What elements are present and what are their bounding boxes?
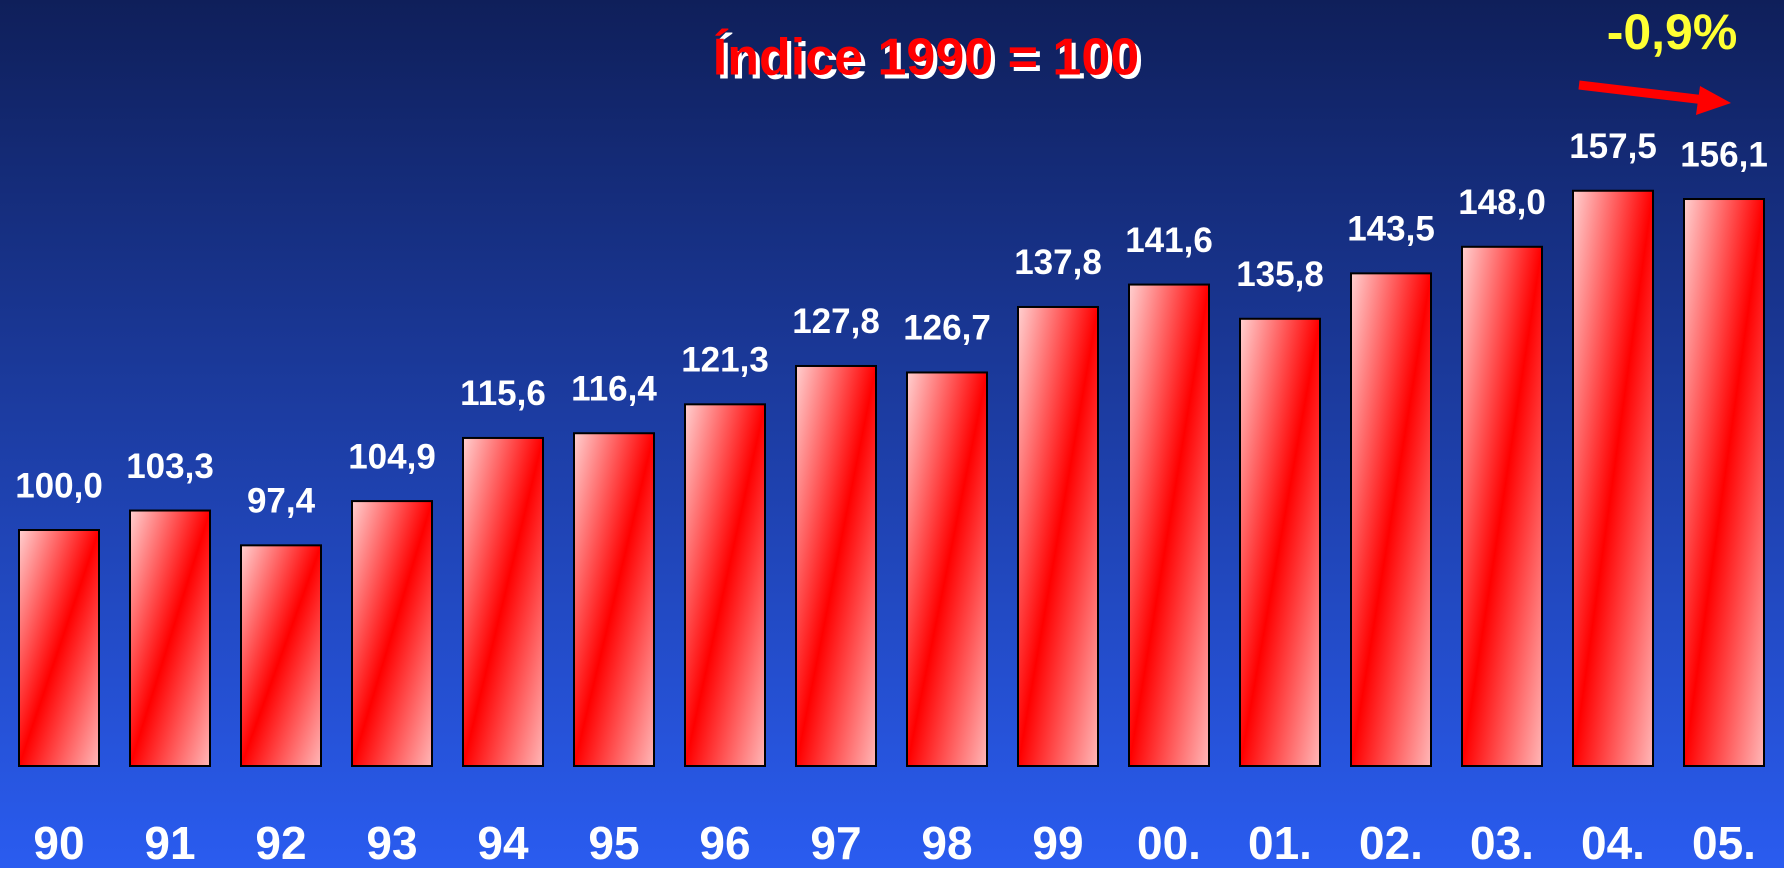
bar [1128,283,1210,767]
annotation-arrow [1578,80,1731,115]
value-label: 103,3 [126,447,214,486]
value-label: 137,8 [1014,243,1102,282]
value-label: 135,8 [1236,255,1324,294]
bar [1017,305,1099,767]
value-label: 100,0 [15,466,103,505]
x-tick-label: 95 [588,817,639,868]
value-label: 115,6 [460,374,546,413]
value-label: 126,7 [903,309,991,348]
bar [240,544,322,768]
bar [1461,245,1543,768]
bar [684,403,766,767]
annotation: -0,9% [1607,4,1738,60]
value-label: 127,8 [792,302,880,341]
value-label: 157,5 [1569,127,1657,166]
x-tick-label: 91 [144,817,195,868]
value-label: 121,3 [681,341,769,380]
bar [129,509,211,767]
bar [1683,198,1765,767]
x-tick-label: 04. [1581,817,1645,868]
x-tick-label: 93 [366,817,417,868]
bar [462,436,544,767]
value-label: 97,4 [247,482,316,521]
x-tick-label: 05. [1692,817,1756,868]
bar [351,500,433,767]
bar [1350,272,1432,767]
x-tick-label: 92 [255,817,306,868]
chart-title-shadow: Índice 1990 = 100 [717,33,1143,91]
x-tick-label: 00. [1137,817,1201,868]
x-tick-label: 90 [33,817,84,868]
x-tick-label: 03. [1470,817,1534,868]
bar [18,529,100,767]
bar [573,432,655,767]
x-tick-label: 94 [477,817,529,868]
bar [1572,189,1654,767]
x-tick-label: 99 [1032,817,1083,868]
x-tick-label: 01. [1248,817,1312,868]
value-label: 104,9 [348,437,436,476]
value-label: 143,5 [1347,210,1435,249]
x-tick-label: 02. [1359,817,1423,868]
value-label: 141,6 [1125,221,1213,260]
x-tick-label: 98 [921,817,972,868]
value-label: 148,0 [1458,183,1546,222]
chart-title: Índice 1990 = 100 [713,29,1139,87]
x-tick-label: 96 [699,817,750,868]
bar [1239,317,1321,767]
bar [906,371,988,767]
value-label: 156,1 [1680,135,1768,174]
bar [795,364,877,767]
value-label: 116,4 [571,369,657,408]
x-tick-label: 97 [810,817,861,868]
